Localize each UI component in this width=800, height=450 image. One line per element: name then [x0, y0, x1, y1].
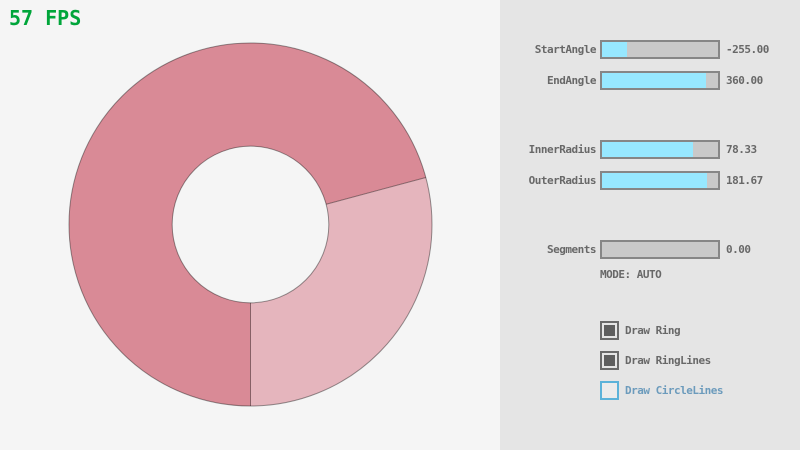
- draw-ring-checkbox-label: Draw Ring: [625, 324, 681, 337]
- ring-segment-single: [250, 177, 433, 406]
- outerradius-slider[interactable]: [600, 171, 720, 190]
- draw-ring-checkbox-row: Draw Ring: [500, 321, 800, 340]
- ring-outer-outline: [68, 42, 433, 407]
- draw-circlelines-checkbox[interactable]: [600, 381, 619, 400]
- startangle-slider-label: StartAngle: [534, 43, 597, 56]
- control-panel: StartAngle -255.00 EndAngle 360.00 Inner…: [500, 0, 800, 450]
- outerradius-slider-value: 181.67: [726, 174, 763, 187]
- outerradius-slider-row: OuterRadius 181.67: [500, 171, 800, 190]
- draw-ringlines-checkbox-label: Draw RingLines: [625, 354, 711, 367]
- endangle-slider-label: EndAngle: [547, 74, 596, 87]
- draw-circlelines-checkbox-row: Draw CircleLines: [500, 381, 800, 400]
- segments-slider-row: Segments 0.00: [500, 240, 800, 259]
- segments-slider[interactable]: [600, 240, 720, 259]
- checkmark-fill: [604, 355, 615, 366]
- ring-radial-line-start: [326, 177, 426, 205]
- segments-slider-label: Segments: [547, 243, 596, 256]
- endangle-slider-row: EndAngle 360.00: [500, 71, 800, 90]
- draw-ringlines-checkbox[interactable]: [600, 351, 619, 370]
- innerradius-slider-fill: [602, 142, 693, 157]
- endangle-slider-fill: [602, 73, 707, 88]
- ring-segment-overlap: [69, 43, 426, 407]
- endangle-slider[interactable]: [600, 71, 720, 90]
- startangle-slider-value: -255.00: [726, 43, 769, 56]
- draw-ringlines-checkbox-row: Draw RingLines: [500, 351, 800, 370]
- startangle-slider-row: StartAngle -255.00: [500, 40, 800, 59]
- fps-counter: 57 FPS: [9, 6, 82, 30]
- draw-circlelines-checkbox-label: Draw CircleLines: [625, 384, 723, 397]
- segments-slider-value: 0.00: [726, 243, 751, 256]
- innerradius-slider[interactable]: [600, 140, 720, 159]
- draw-ring-checkbox[interactable]: [600, 321, 619, 340]
- innerradius-slider-label: InnerRadius: [528, 143, 597, 156]
- outerradius-slider-label: OuterRadius: [528, 174, 597, 187]
- innerradius-slider-row: InnerRadius 78.33: [500, 140, 800, 159]
- mode-label: MODE: AUTO: [600, 268, 662, 281]
- ring-canvas: [68, 42, 433, 407]
- ring-inner-outline: [171, 145, 330, 304]
- ring-lines: [68, 42, 433, 407]
- innerradius-slider-value: 78.33: [726, 143, 757, 156]
- startangle-slider-fill: [602, 42, 628, 57]
- outerradius-slider-fill: [602, 173, 708, 188]
- checkmark-fill: [604, 325, 615, 336]
- endangle-slider-value: 360.00: [726, 74, 763, 87]
- startangle-slider[interactable]: [600, 40, 720, 59]
